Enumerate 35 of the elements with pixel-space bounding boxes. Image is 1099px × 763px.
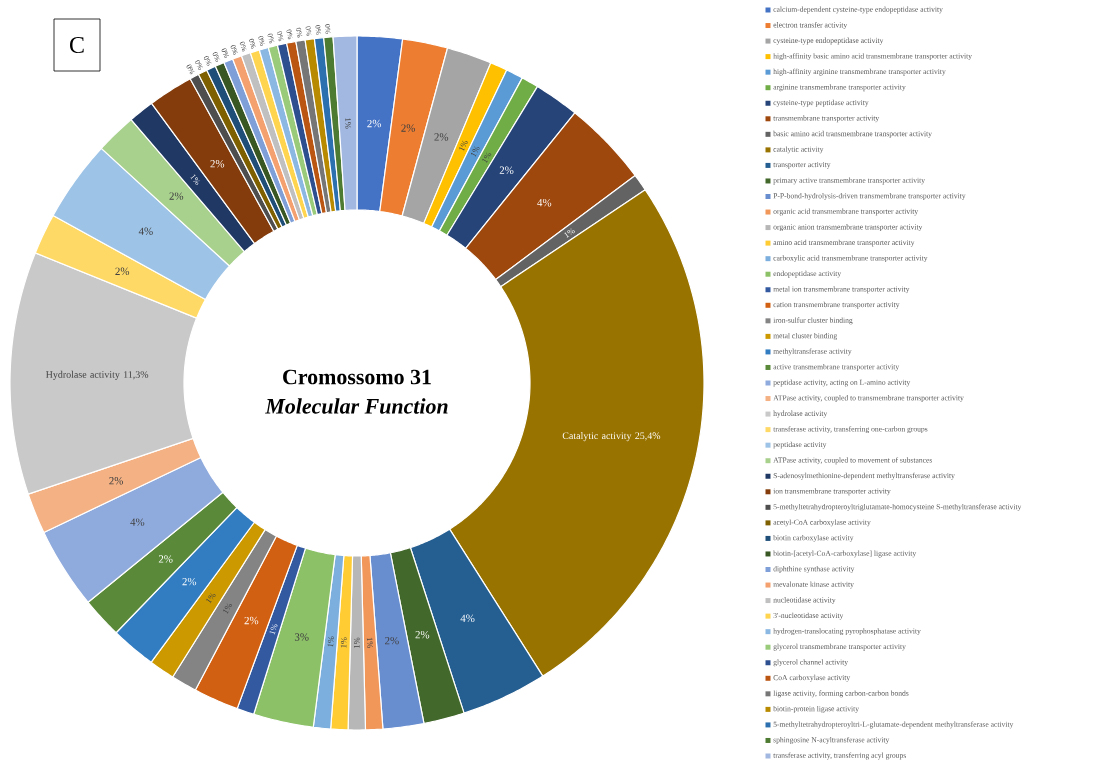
data-label: 4% [537, 198, 552, 207]
text: Cromossomo 31 [283, 369, 431, 385]
data-label: 1% [564, 228, 575, 238]
data-label: 2% [182, 577, 197, 586]
data-label: 2% [434, 133, 449, 141]
data-label: 1% [340, 637, 347, 648]
data-label: 1% [190, 174, 201, 185]
data-label: 2% [115, 267, 130, 276]
data-label: 2% [385, 636, 399, 645]
text: C [70, 36, 84, 54]
data-label: 1% [206, 592, 216, 604]
data-label: 1% [459, 140, 468, 152]
data-label: 2% [415, 630, 430, 639]
data-label: 2% [244, 616, 259, 625]
data-label: 2% [367, 119, 382, 128]
data-label: 4% [130, 518, 145, 526]
data-label: Catalytic activity 25,4% [562, 432, 661, 442]
data-label: 2% [401, 124, 416, 132]
data-label: 2% [109, 477, 124, 485]
data-label: 1% [471, 146, 480, 157]
data-label: 1% [345, 118, 352, 129]
data-label: 1% [353, 637, 360, 648]
data-label: 1% [269, 624, 278, 635]
data-label: 2% [158, 555, 173, 563]
data-label: 2% [499, 166, 514, 175]
data-label: 2% [169, 192, 184, 200]
data-label: 1% [366, 637, 373, 649]
data-label: Hydrolase activity 11,3% [45, 370, 149, 380]
data-label: 3% [294, 633, 309, 641]
data-label: 1% [482, 152, 492, 164]
data-label: 4% [138, 227, 153, 235]
text: Molecular Function [265, 398, 448, 414]
data-label: 1% [327, 636, 335, 647]
data-label: 2% [210, 160, 225, 168]
data-label: 4% [460, 614, 475, 623]
